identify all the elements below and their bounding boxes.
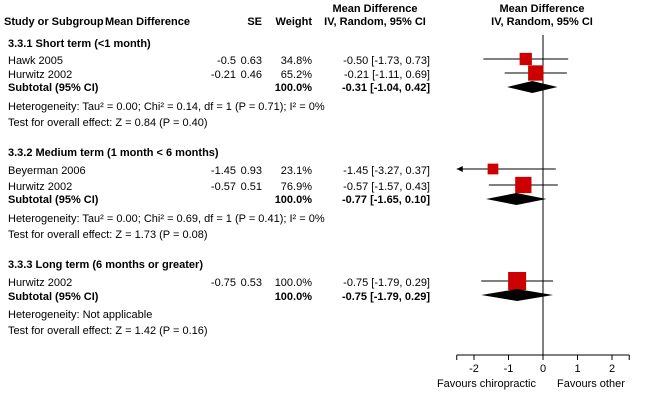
study-weight: 34.8% (280, 55, 312, 67)
study-md: -0.21 (210, 69, 236, 81)
group-title: 3.3.1 Short term (<1 month) (8, 38, 151, 50)
subtotal-weight: 100.0% (274, 194, 312, 206)
study-se: 0.51 (240, 181, 262, 193)
study-name: Hurwitz 2002 (8, 69, 73, 81)
header-weight: Weight (275, 16, 312, 28)
subtotal-diamond (481, 289, 554, 301)
study-square (487, 163, 499, 175)
ci-arrow (456, 166, 463, 172)
favours-right-label: Favours other (557, 378, 625, 390)
study-md: -1.45 (210, 165, 236, 177)
study-weight: 65.2% (280, 69, 312, 81)
x-tick-label: 2 (608, 363, 616, 375)
header-study: Study or Subgroup (4, 16, 104, 28)
overall-effect-text: Test for overall effect: Z = 1.42 (P = 0… (8, 325, 208, 337)
study-ci: -0.75 [-1.79, 0.29] (343, 277, 430, 289)
x-tick-label: 1 (574, 363, 581, 375)
subtotal-weight: 100.0% (274, 291, 312, 303)
subtotal-label: Subtotal (95% CI) (8, 82, 99, 94)
study-se: 0.53 (240, 277, 262, 289)
study-square (515, 176, 532, 194)
study-weight: 100.0% (274, 277, 312, 289)
subtotal-diamond (486, 193, 547, 205)
study-ci: -0.21 [-1.11, 0.69] (343, 69, 430, 81)
study-ci: -1.45 [-3.27, 0.37] (343, 165, 430, 177)
study-name: Hawk 2005 (8, 55, 64, 67)
x-tick-label: -2 (469, 363, 479, 375)
study-md: -0.75 (210, 277, 236, 289)
study-se: 0.93 (240, 165, 262, 177)
study-name: Hurwitz 2002 (8, 181, 73, 193)
study-square (519, 52, 532, 66)
header-ci-title: Mean Difference (332, 3, 418, 15)
study-weight: 23.1% (280, 165, 312, 177)
subtotal-label: Subtotal (95% CI) (8, 194, 99, 206)
overall-effect-text: Test for overall effect: Z = 0.84 (P = 0… (8, 117, 208, 129)
header-plot-title: Mean Difference (499, 3, 585, 15)
study-md: -0.57 (210, 181, 236, 193)
header-ci-subtitle: IV, Random, 95% CI (324, 16, 426, 28)
study-ci: -0.57 [-1.57, 0.43] (343, 181, 430, 193)
x-tick-label: -1 (503, 363, 514, 375)
study-weight: 76.9% (280, 181, 312, 193)
heterogeneity-text: Heterogeneity: Not applicable (8, 309, 153, 321)
study-name: Beyerman 2006 (8, 165, 86, 177)
header-mean-difference: Mean Difference (105, 16, 190, 28)
heterogeneity-text: Heterogeneity: Tau² = 0.00; Chi² = 0.14,… (8, 101, 325, 113)
x-tick-label: 0 (539, 363, 547, 375)
header-se: SE (247, 16, 262, 28)
overall-effect-text: Test for overall effect: Z = 1.73 (P = 0… (8, 229, 208, 241)
subtotal-ci: -0.75 [-1.79, 0.29] (341, 291, 430, 303)
study-md: -0.5 (217, 55, 236, 67)
study-se: 0.63 (240, 55, 262, 67)
study-square (528, 65, 544, 81)
study-ci: -0.50 [-1.73, 0.73] (343, 55, 430, 67)
favours-left-label: Favours chiropractic (436, 378, 536, 390)
subtotal-ci: -0.31 [-1.04, 0.42] (341, 82, 430, 94)
subtotal-label: Subtotal (95% CI) (8, 291, 99, 303)
study-se: 0.46 (240, 69, 262, 81)
subtotal-diamond (507, 81, 558, 93)
study-square (508, 272, 527, 290)
study-name: Hurwitz 2002 (8, 277, 73, 289)
group-title: 3.3.2 Medium term (1 month < 6 months) (8, 147, 219, 159)
subtotal-ci: -0.77 [-1.65, 0.10] (341, 194, 430, 206)
heterogeneity-text: Heterogeneity: Tau² = 0.00; Chi² = 0.69,… (8, 213, 325, 225)
group-title: 3.3.3 Long term (6 months or greater) (8, 259, 203, 271)
header-plot-subtitle: IV, Random, 95% CI (491, 16, 593, 28)
subtotal-weight: 100.0% (274, 82, 312, 94)
